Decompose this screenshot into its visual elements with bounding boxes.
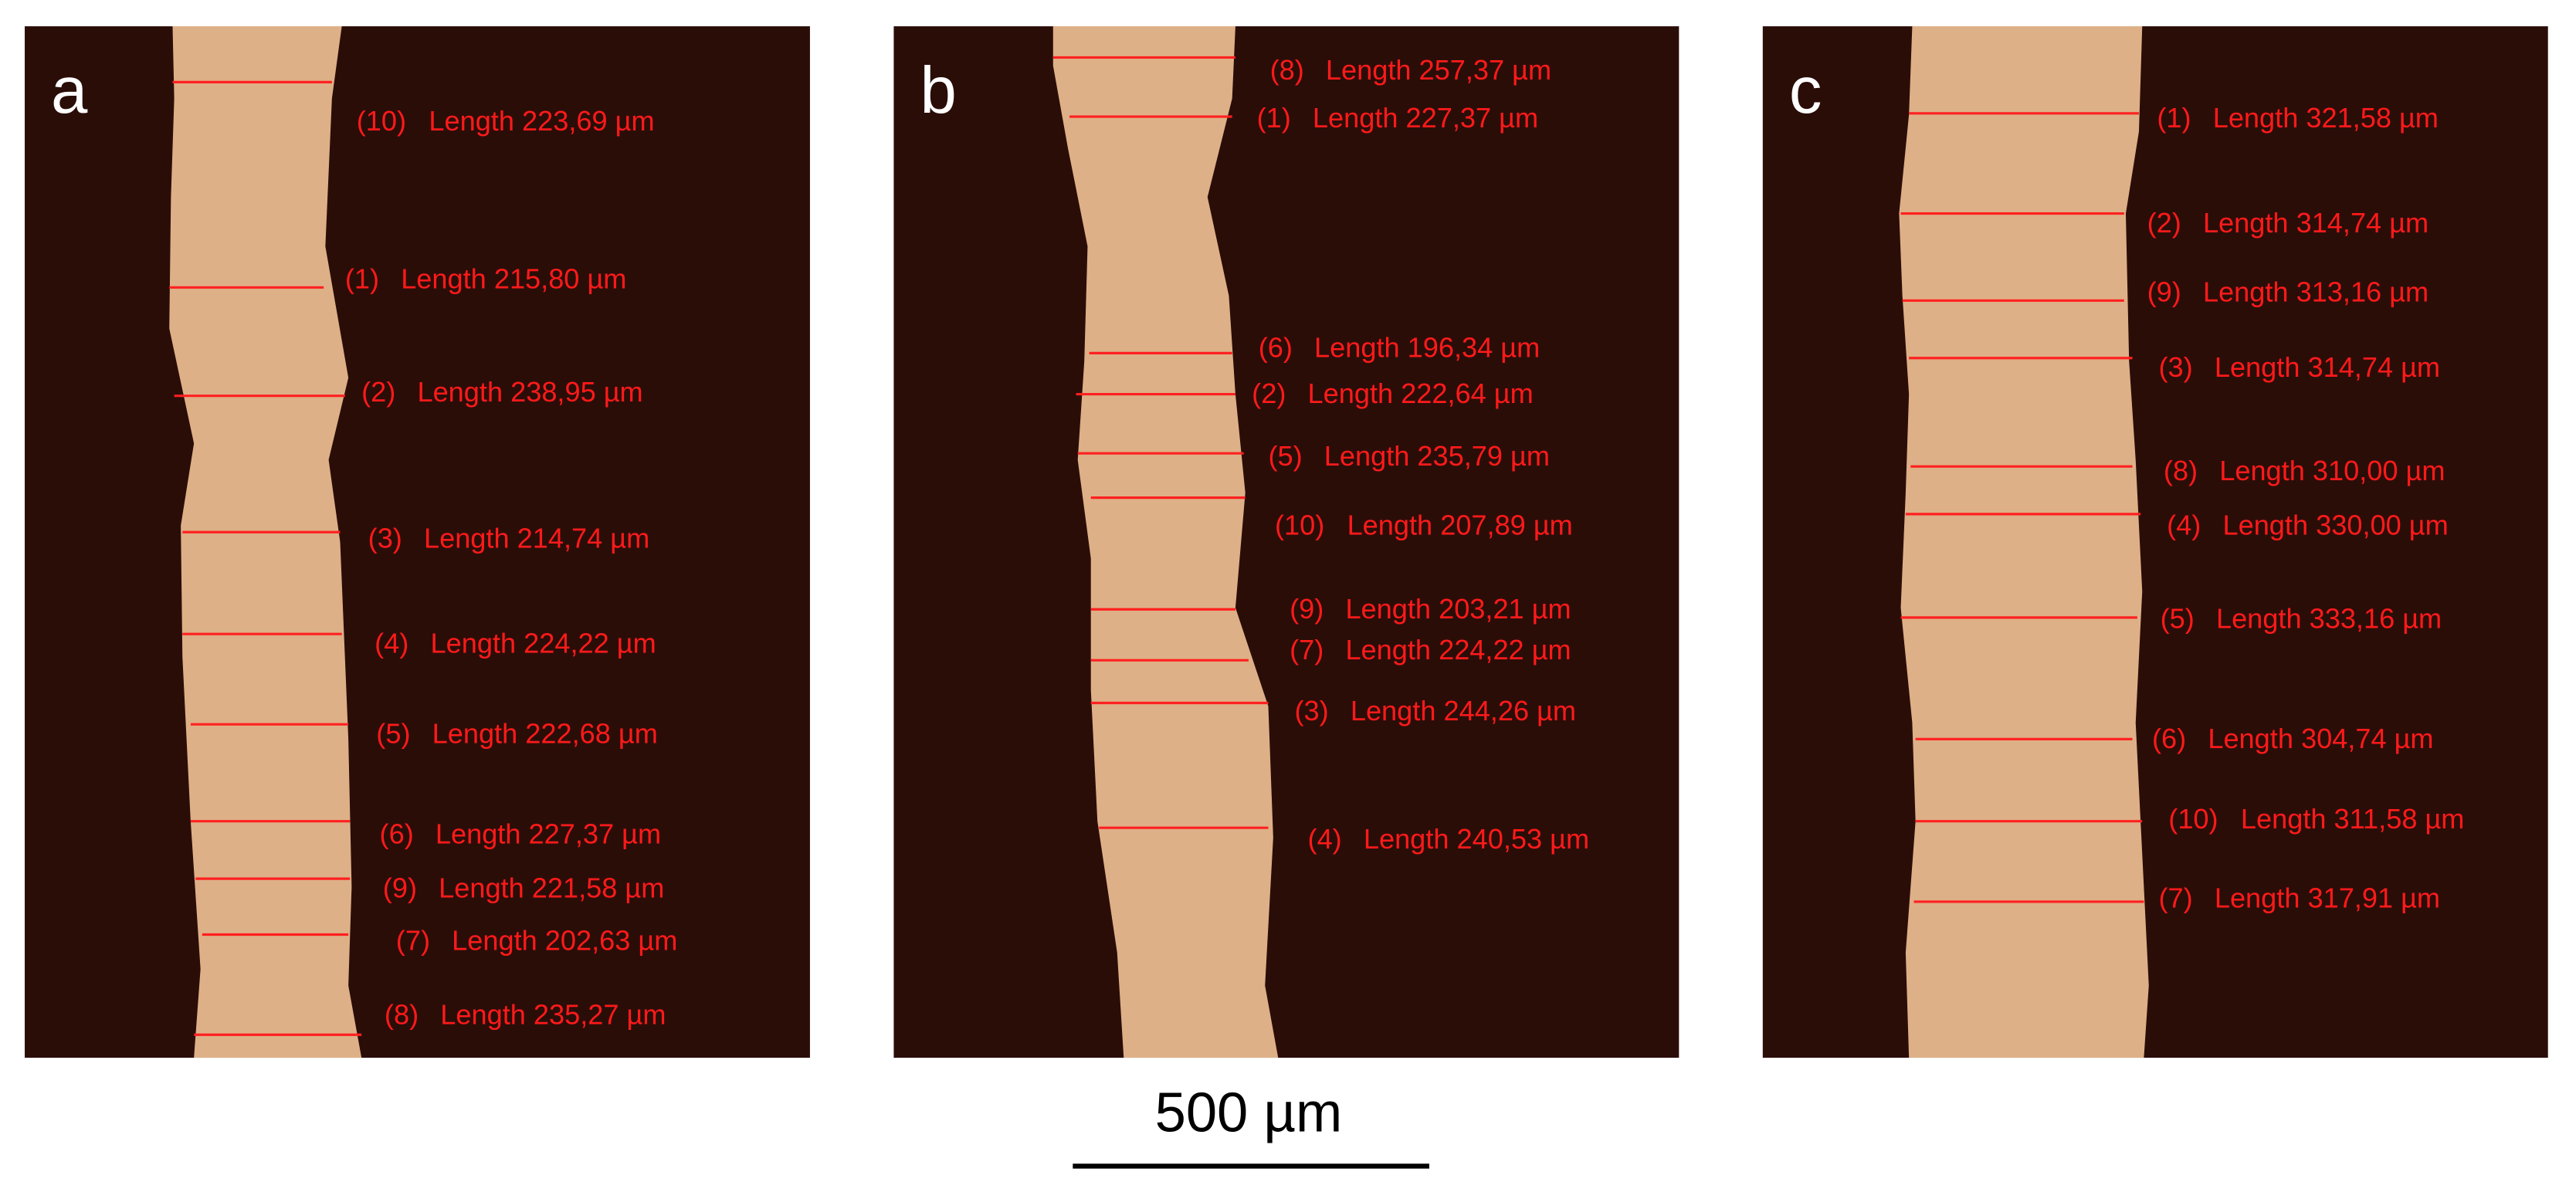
micrograph-panel: c (1) Length 321,58 µm (2) Length 314,74 µm (…: [1762, 26, 2548, 1058]
measurement-length: Length 221,58 µm: [439, 872, 664, 904]
panels: a (10) Length 223,69 µm (1) Length 215,80 µm…: [25, 26, 2548, 1058]
measurement-length: Length 310,00 µm: [2219, 455, 2445, 486]
measurement-length: Length 227,37 µm: [436, 818, 661, 849]
measurement-length: Length 311,58 µm: [2241, 803, 2465, 835]
measurement-index: (5): [376, 718, 410, 750]
measurement-index: (9): [383, 872, 417, 904]
measurement-length: Length 224,22 µm: [430, 628, 656, 659]
measurement-index: (7): [396, 925, 430, 957]
measurement-length: Length 333,16 µm: [2216, 603, 2442, 635]
measurement-index: (1): [2157, 102, 2191, 134]
measurement-index: (10): [1275, 509, 1324, 540]
measurement-index: (9): [2147, 276, 2181, 307]
panel-label: b: [920, 54, 956, 127]
measurement-index: (6): [1259, 332, 1293, 364]
measurement-length: Length 240,53 µm: [1364, 823, 1589, 855]
measurement-index: (4): [375, 628, 408, 659]
measurement-length: Length 244,26 µm: [1351, 695, 1576, 727]
measurement-index: (1): [1257, 102, 1291, 134]
measurement-length: Length 235,79 µm: [1324, 440, 1550, 472]
measurement-index: (7): [1290, 634, 1324, 666]
copper-strip: [1052, 26, 1279, 1058]
measurement-length: Length 222,68 µm: [432, 718, 658, 750]
panel-background: [893, 26, 1679, 1058]
measurement-index: (5): [2161, 603, 2195, 635]
measurement-index: (2): [361, 376, 395, 408]
measurement-index: (3): [368, 522, 402, 554]
measurement-length: Length 207,89 µm: [1347, 509, 1573, 540]
measurement-index: (2): [1252, 378, 1286, 409]
measurement-length: Length 304,74 µm: [2208, 723, 2433, 754]
micrograph-panel: a (10) Length 223,69 µm (1) Length 215,80 µm…: [25, 26, 810, 1058]
measurement-length: Length 314,74 µm: [2203, 207, 2429, 239]
micrograph-panel: b (8) Length 257,37 µm (1) Length 227,37 µm (…: [893, 26, 1679, 1058]
measurement-index: (10): [357, 105, 406, 137]
panel-label: c: [1789, 54, 1822, 127]
measurement-index: (7): [2159, 882, 2193, 913]
measurement-index: (8): [1270, 54, 1304, 86]
measurement-index: (2): [2147, 207, 2181, 239]
measurement-index: (8): [2164, 455, 2198, 486]
measurement-length: Length 321,58 µm: [2213, 102, 2439, 134]
measurement-index: (4): [1308, 823, 1342, 855]
copper-strip: [169, 26, 362, 1058]
measurement-index: (1): [345, 262, 379, 294]
measurement-length: Length 202,63 µm: [452, 925, 677, 957]
panel-label: a: [51, 54, 88, 127]
copper-strip: [1899, 26, 2149, 1058]
measurement-length: Length 235,27 µm: [440, 998, 666, 1030]
measurement-length: Length 238,95 µm: [417, 376, 642, 408]
measurement-length: Length 317,91 µm: [2215, 882, 2440, 913]
measurement-index: (6): [2152, 723, 2186, 754]
measurement-index: (10): [2168, 803, 2218, 835]
measurement-index: (3): [2159, 351, 2193, 383]
measurement-length: Length 224,22 µm: [1345, 634, 1571, 666]
panel-background: [1762, 26, 2548, 1058]
measurement-length: Length 196,34 µm: [1314, 332, 1540, 364]
measurement-index: (3): [1295, 695, 1329, 727]
measurement-index: (5): [1268, 440, 1302, 472]
measurement-index: (9): [1290, 593, 1324, 625]
measurement-length: Length 313,16 µm: [2203, 276, 2429, 307]
measurement-length: Length 203,21 µm: [1345, 593, 1571, 625]
measurement-length: Length 215,80 µm: [401, 262, 626, 294]
measurement-length: Length 214,74 µm: [424, 522, 649, 554]
scale-bar-label: 500 µm: [1155, 1082, 1343, 1144]
measurement-index: (8): [385, 998, 419, 1030]
measurement-length: Length 330,00 µm: [2222, 509, 2448, 540]
measurement-index: (4): [2167, 509, 2201, 540]
measurement-length: Length 257,37 µm: [1326, 54, 1551, 86]
measurement-length: Length 223,69 µm: [429, 105, 654, 137]
measurement-length: Length 222,64 µm: [1308, 378, 1534, 409]
measurement-length: Length 314,74 µm: [2215, 351, 2440, 383]
measurement-index: (6): [380, 818, 414, 849]
panel-background: [25, 26, 810, 1058]
measurement-length: Length 227,37 µm: [1313, 102, 1538, 134]
